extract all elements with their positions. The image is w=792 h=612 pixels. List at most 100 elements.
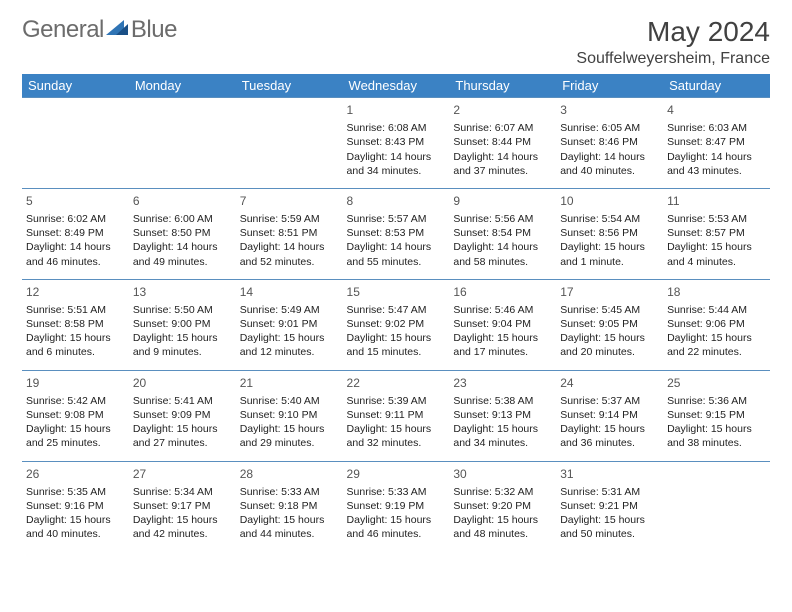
calendar-day-cell: 26Sunrise: 5:35 AMSunset: 9:16 PMDayligh…: [22, 461, 129, 551]
sunset-text: Sunset: 8:58 PM: [26, 317, 125, 331]
day-number: 6: [133, 193, 232, 209]
daylight-text: Daylight: 14 hours and 37 minutes.: [453, 150, 552, 178]
daylight-text: Daylight: 15 hours and 22 minutes.: [667, 331, 766, 359]
sunset-text: Sunset: 9:17 PM: [133, 499, 232, 513]
daylight-text: Daylight: 15 hours and 34 minutes.: [453, 422, 552, 450]
calendar-day-cell: 28Sunrise: 5:33 AMSunset: 9:18 PMDayligh…: [236, 461, 343, 551]
daylight-text: Daylight: 14 hours and 49 minutes.: [133, 240, 232, 268]
sunrise-text: Sunrise: 6:02 AM: [26, 212, 125, 226]
sunset-text: Sunset: 8:47 PM: [667, 135, 766, 149]
day-number: 23: [453, 375, 552, 391]
sunset-text: Sunset: 9:15 PM: [667, 408, 766, 422]
calendar-day-cell: 30Sunrise: 5:32 AMSunset: 9:20 PMDayligh…: [449, 461, 556, 551]
daylight-text: Daylight: 15 hours and 20 minutes.: [560, 331, 659, 359]
calendar-day-cell: 5Sunrise: 6:02 AMSunset: 8:49 PMDaylight…: [22, 188, 129, 279]
calendar-empty-cell: [663, 461, 770, 551]
sunrise-text: Sunrise: 6:05 AM: [560, 121, 659, 135]
sunset-text: Sunset: 8:57 PM: [667, 226, 766, 240]
daylight-text: Daylight: 15 hours and 38 minutes.: [667, 422, 766, 450]
dow-friday: Friday: [556, 74, 663, 98]
daylight-text: Daylight: 14 hours and 52 minutes.: [240, 240, 339, 268]
calendar-day-cell: 13Sunrise: 5:50 AMSunset: 9:00 PMDayligh…: [129, 279, 236, 370]
title-block: May 2024 Souffelweyersheim, France: [576, 16, 770, 68]
sunrise-text: Sunrise: 5:49 AM: [240, 303, 339, 317]
calendar-day-cell: 21Sunrise: 5:40 AMSunset: 9:10 PMDayligh…: [236, 370, 343, 461]
day-number: 19: [26, 375, 125, 391]
triangle-icon: [106, 18, 128, 43]
calendar-day-cell: 19Sunrise: 5:42 AMSunset: 9:08 PMDayligh…: [22, 370, 129, 461]
calendar-day-cell: 17Sunrise: 5:45 AMSunset: 9:05 PMDayligh…: [556, 279, 663, 370]
day-number: 14: [240, 284, 339, 300]
day-number: 29: [347, 466, 446, 482]
calendar-body: 1Sunrise: 6:08 AMSunset: 8:43 PMDaylight…: [22, 98, 770, 552]
daylight-text: Daylight: 14 hours and 58 minutes.: [453, 240, 552, 268]
calendar-day-cell: 11 Sunrise: 5:53 AMSunset: 8:57 PMDayligh…: [663, 188, 770, 279]
sunset-text: Sunset: 9:08 PM: [26, 408, 125, 422]
daylight-text: Daylight: 14 hours and 34 minutes.: [347, 150, 446, 178]
sunrise-text: Sunrise: 5:33 AM: [347, 485, 446, 499]
sunrise-text: Sunrise: 5:57 AM: [347, 212, 446, 226]
calendar-day-cell: 16Sunrise: 5:46 AMSunset: 9:04 PMDayligh…: [449, 279, 556, 370]
sunset-text: Sunset: 9:06 PM: [667, 317, 766, 331]
calendar-empty-cell: [236, 98, 343, 189]
sunrise-text: Sunrise: 5:35 AM: [26, 485, 125, 499]
sunrise-text: Sunrise: 5:40 AM: [240, 394, 339, 408]
sunset-text: Sunset: 9:01 PM: [240, 317, 339, 331]
calendar-week-row: 19Sunrise: 5:42 AMSunset: 9:08 PMDayligh…: [22, 370, 770, 461]
calendar-day-cell: 2Sunrise: 6:07 AMSunset: 8:44 PMDaylight…: [449, 98, 556, 189]
daylight-text: Daylight: 15 hours and 4 minutes.: [667, 240, 766, 268]
dow-saturday: Saturday: [663, 74, 770, 98]
daylight-text: Daylight: 15 hours and 9 minutes.: [133, 331, 232, 359]
sunrise-text: Sunrise: 5:33 AM: [240, 485, 339, 499]
calendar-week-row: 26Sunrise: 5:35 AMSunset: 9:16 PMDayligh…: [22, 461, 770, 551]
sunrise-text: Sunrise: 5:45 AM: [560, 303, 659, 317]
sunset-text: Sunset: 8:44 PM: [453, 135, 552, 149]
day-number: 12: [26, 284, 125, 300]
sunset-text: Sunset: 9:05 PM: [560, 317, 659, 331]
sunset-text: Sunset: 9:20 PM: [453, 499, 552, 513]
sunset-text: Sunset: 9:13 PM: [453, 408, 552, 422]
sunset-text: Sunset: 8:51 PM: [240, 226, 339, 240]
sunrise-text: Sunrise: 5:36 AM: [667, 394, 766, 408]
calendar-day-cell: 20Sunrise: 5:41 AMSunset: 9:09 PMDayligh…: [129, 370, 236, 461]
dow-tuesday: Tuesday: [236, 74, 343, 98]
sunrise-text: Sunrise: 5:37 AM: [560, 394, 659, 408]
month-title: May 2024: [576, 16, 770, 48]
sunrise-text: Sunrise: 5:47 AM: [347, 303, 446, 317]
calendar-empty-cell: [129, 98, 236, 189]
daylight-text: Daylight: 15 hours and 44 minutes.: [240, 513, 339, 541]
daylight-text: Daylight: 15 hours and 1 minute.: [560, 240, 659, 268]
sunset-text: Sunset: 8:53 PM: [347, 226, 446, 240]
sunrise-text: Sunrise: 5:50 AM: [133, 303, 232, 317]
day-of-week-row: Sunday Monday Tuesday Wednesday Thursday…: [22, 74, 770, 98]
daylight-text: Daylight: 15 hours and 46 minutes.: [347, 513, 446, 541]
sunset-text: Sunset: 9:14 PM: [560, 408, 659, 422]
calendar-empty-cell: [22, 98, 129, 189]
calendar-day-cell: 24Sunrise: 5:37 AMSunset: 9:14 PMDayligh…: [556, 370, 663, 461]
daylight-text: Daylight: 15 hours and 12 minutes.: [240, 331, 339, 359]
day-number: 16: [453, 284, 552, 300]
daylight-text: Daylight: 14 hours and 43 minutes.: [667, 150, 766, 178]
calendar-day-cell: 14 Sunrise: 5:49 AMSunset: 9:01 PMDayligh…: [236, 279, 343, 370]
sunset-text: Sunset: 9:21 PM: [560, 499, 659, 513]
day-number: 11: [667, 193, 766, 209]
daylight-text: Daylight: 15 hours and 50 minutes.: [560, 513, 659, 541]
sunset-text: Sunset: 8:46 PM: [560, 135, 659, 149]
daylight-text: Daylight: 15 hours and 48 minutes.: [453, 513, 552, 541]
sunrise-text: Sunrise: 5:41 AM: [133, 394, 232, 408]
daylight-text: Daylight: 15 hours and 17 minutes.: [453, 331, 552, 359]
sunset-text: Sunset: 9:00 PM: [133, 317, 232, 331]
calendar-day-cell: 3Sunrise: 6:05 AMSunset: 8:46 PMDaylight…: [556, 98, 663, 189]
day-number: 22: [347, 375, 446, 391]
calendar-day-cell: 18Sunrise: 5:44 AMSunset: 9:06 PMDayligh…: [663, 279, 770, 370]
day-number: 20: [133, 375, 232, 391]
calendar-day-cell: 27Sunrise: 5:34 AMSunset: 9:17 PMDayligh…: [129, 461, 236, 551]
sunset-text: Sunset: 8:49 PM: [26, 226, 125, 240]
sunrise-text: Sunrise: 5:53 AM: [667, 212, 766, 226]
daylight-text: Daylight: 15 hours and 25 minutes.: [26, 422, 125, 450]
day-number: 10: [560, 193, 659, 209]
day-number: 2: [453, 102, 552, 118]
sunrise-text: Sunrise: 5:56 AM: [453, 212, 552, 226]
sunrise-text: Sunrise: 5:32 AM: [453, 485, 552, 499]
calendar-table: Sunday Monday Tuesday Wednesday Thursday…: [22, 74, 770, 551]
